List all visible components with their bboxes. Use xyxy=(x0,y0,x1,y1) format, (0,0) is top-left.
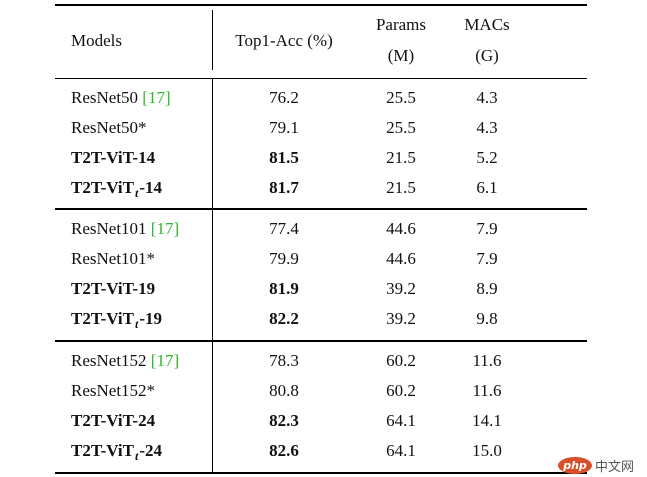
macs-cell: 8.9 xyxy=(476,279,498,298)
top1-acc-cell: 82.2 xyxy=(269,309,299,328)
macs-cell: 4.3 xyxy=(476,118,498,137)
model-name-cell: T2T-ViT-24 xyxy=(71,411,155,431)
macs-cell: 14.1 xyxy=(472,411,502,430)
citation-link[interactable]: [17] xyxy=(150,219,180,238)
params-cell: 60.2 xyxy=(386,381,416,400)
top1-acc-cell: 79.9 xyxy=(269,249,299,268)
macs-cell: 4.3 xyxy=(476,88,498,107)
table-top-rule xyxy=(55,4,587,6)
model-name: ResNet101 xyxy=(71,219,147,238)
header-models: Models xyxy=(71,31,122,50)
model-name: ResNet50* xyxy=(71,118,147,137)
citation-link[interactable]: [17] xyxy=(150,351,180,370)
params-cell: 25.5 xyxy=(386,88,416,107)
model-name: T2T-ViT xyxy=(71,441,134,460)
params-cell: 39.2 xyxy=(386,309,416,328)
model-name: T2T-ViT xyxy=(71,309,134,328)
model-name-cell: ResNet152 [17] xyxy=(71,351,179,371)
macs-cell: 11.6 xyxy=(472,351,502,370)
model-name-cell: T2T-ViT-14 xyxy=(71,148,155,168)
php-logo-icon: php xyxy=(558,456,592,474)
macs-cell: 9.8 xyxy=(476,309,498,328)
top1-acc-cell: 81.9 xyxy=(269,279,299,298)
model-name: ResNet101* xyxy=(71,249,156,268)
top1-acc-cell: 82.3 xyxy=(269,411,299,430)
header-params-line2: (M) xyxy=(387,46,415,65)
header-top1-acc: Top1-Acc (%) xyxy=(235,31,333,50)
model-name-suffix: -24 xyxy=(139,441,163,460)
model-name-cell: T2T-ViT-19 xyxy=(71,279,155,299)
model-name: ResNet50 xyxy=(71,88,139,107)
model-name-suffix: -14 xyxy=(139,178,163,197)
models-column-divider xyxy=(212,79,213,472)
model-name-subscript: t xyxy=(135,186,139,200)
watermark-site-text: 中文网 xyxy=(595,459,635,475)
citation-link[interactable]: [17] xyxy=(142,88,171,107)
header-macs-line2: (G) xyxy=(475,46,499,65)
macs-cell: 11.6 xyxy=(472,381,502,400)
macs-cell: 7.9 xyxy=(476,249,498,268)
params-cell: 21.5 xyxy=(386,178,416,197)
params-cell: 21.5 xyxy=(386,148,416,167)
model-name-cell: ResNet50 [17] xyxy=(71,88,171,108)
model-name-cell: T2T-ViTt-19 xyxy=(71,309,163,331)
macs-cell: 6.1 xyxy=(476,178,498,197)
params-cell: 64.1 xyxy=(386,441,416,460)
params-cell: 64.1 xyxy=(386,411,416,430)
model-name-cell: ResNet50* xyxy=(71,118,147,138)
table-bottom-rule xyxy=(55,472,587,474)
model-name-subscript: t xyxy=(135,317,139,331)
model-name: T2T-ViT-14 xyxy=(71,148,156,167)
model-name: T2T-ViT-24 xyxy=(71,411,156,430)
model-name-subscript: t xyxy=(135,449,139,463)
params-cell: 39.2 xyxy=(386,279,416,298)
header-params-line1: Params xyxy=(375,15,427,34)
models-column-divider xyxy=(212,10,213,70)
model-name-cell: T2T-ViTt-24 xyxy=(71,441,163,463)
header-bottom-rule xyxy=(55,78,587,79)
model-name-suffix: -19 xyxy=(139,309,163,328)
model-name: ResNet152* xyxy=(71,381,156,400)
model-name-cell: T2T-ViTt-14 xyxy=(71,178,163,200)
top1-acc-cell: 79.1 xyxy=(269,118,299,137)
model-name: T2T-ViT-19 xyxy=(71,279,156,298)
top1-acc-cell: 81.7 xyxy=(269,178,299,197)
group2-bottom-rule xyxy=(55,340,587,342)
top1-acc-cell: 82.6 xyxy=(269,441,299,460)
params-cell: 60.2 xyxy=(386,351,416,370)
top1-acc-cell: 78.3 xyxy=(269,351,299,370)
model-name-cell: ResNet101* xyxy=(71,249,155,269)
group1-bottom-rule xyxy=(55,208,587,210)
macs-cell: 7.9 xyxy=(476,219,498,238)
top1-acc-cell: 80.8 xyxy=(269,381,299,400)
macs-cell: 5.2 xyxy=(476,148,498,167)
params-cell: 25.5 xyxy=(386,118,416,137)
model-name-cell: ResNet101 [17] xyxy=(71,219,179,239)
top1-acc-cell: 76.2 xyxy=(269,88,299,107)
macs-cell: 15.0 xyxy=(472,441,502,460)
params-cell: 44.6 xyxy=(386,219,416,238)
model-name-cell: ResNet152* xyxy=(71,381,155,401)
header-macs-line1: MACs xyxy=(464,15,510,34)
top1-acc-cell: 81.5 xyxy=(269,148,299,167)
top1-acc-cell: 77.4 xyxy=(269,219,299,238)
params-cell: 44.6 xyxy=(386,249,416,268)
watermark: php 中文网 xyxy=(558,456,635,475)
model-name: ResNet152 xyxy=(71,351,147,370)
model-name: T2T-ViT xyxy=(71,178,134,197)
